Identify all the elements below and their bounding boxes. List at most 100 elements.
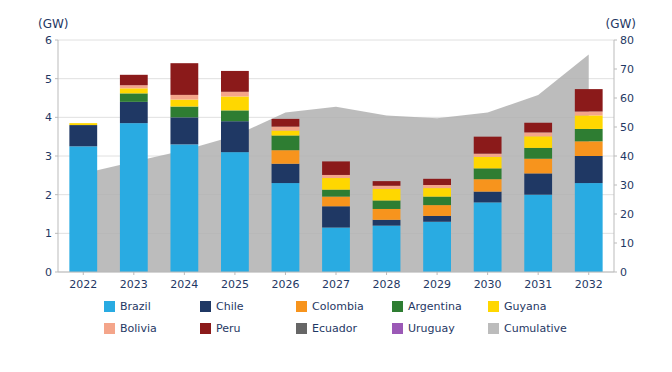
bar-segment xyxy=(69,123,97,124)
y-tick-label: 1 xyxy=(45,227,52,240)
x-tick xyxy=(184,272,185,275)
bar-segment xyxy=(322,161,350,162)
bar-segment xyxy=(272,183,300,272)
y2-tick xyxy=(614,69,617,70)
legend-swatch xyxy=(104,301,115,312)
bar-segment xyxy=(272,118,300,119)
legend-label: Bolivia xyxy=(120,322,157,335)
legend-label: Uruguay xyxy=(408,322,455,335)
legend-swatch xyxy=(488,323,499,334)
legend-swatch xyxy=(488,301,499,312)
y-tick-label: 3 xyxy=(45,150,52,163)
bar-segment xyxy=(373,186,401,189)
x-tick xyxy=(487,272,488,275)
legend-swatch xyxy=(200,323,211,334)
legend-label: Chile xyxy=(216,300,244,313)
bar-segment xyxy=(524,148,552,159)
y2-tick-label: 70 xyxy=(620,63,634,76)
bar-segment xyxy=(322,228,350,272)
x-tick xyxy=(538,272,539,275)
y2-tick xyxy=(614,243,617,244)
bar-segment xyxy=(575,89,603,111)
legend-label: Guyana xyxy=(504,300,546,313)
bar-segment xyxy=(373,181,401,182)
x-tick-label: 2029 xyxy=(423,278,451,291)
x-tick xyxy=(588,272,589,275)
bar-segment xyxy=(170,117,198,144)
x-tick-label: 2032 xyxy=(575,278,603,291)
bar-segment xyxy=(322,190,350,197)
bar-segment xyxy=(170,63,198,95)
x-tick xyxy=(234,272,235,275)
legend-label: Ecuador xyxy=(312,322,357,335)
bar-segment xyxy=(474,168,502,179)
y-axis-label: (GW) xyxy=(38,17,69,31)
bar-segment xyxy=(423,205,451,216)
legend-label: Colombia xyxy=(312,300,364,313)
y2-tick-label: 60 xyxy=(620,92,634,105)
bar-segment xyxy=(272,150,300,164)
bar-segment xyxy=(272,136,300,151)
x-tick-label: 2026 xyxy=(271,278,299,291)
bar-segment xyxy=(524,123,552,133)
bar-segment xyxy=(170,63,198,64)
x-tick-label: 2022 xyxy=(69,278,97,291)
bar-segment xyxy=(474,136,502,137)
y2-tick xyxy=(614,127,617,128)
bar-segment xyxy=(69,123,97,124)
y-tick-label: 4 xyxy=(45,111,52,124)
bar-segment xyxy=(221,71,249,92)
bar-segment xyxy=(423,222,451,272)
legend-label: Peru xyxy=(216,322,241,335)
legend-label: Brazil xyxy=(120,300,151,313)
y2-tick-label: 20 xyxy=(620,208,634,221)
bar-segment xyxy=(170,63,198,64)
bar-segment xyxy=(69,123,97,124)
y-tick-label: 6 xyxy=(45,34,52,47)
bar-segment xyxy=(322,175,350,178)
y-tick xyxy=(55,194,58,195)
bar-segment xyxy=(423,179,451,185)
y-tick xyxy=(55,40,58,41)
x-tick-label: 2031 xyxy=(524,278,552,291)
y2-tick xyxy=(614,156,617,157)
legend-label: Cumulative xyxy=(504,322,567,335)
y2-axis-label: (GW) xyxy=(605,17,636,31)
legend-swatch xyxy=(200,301,211,312)
bar-segment xyxy=(221,70,249,71)
x-tick-label: 2028 xyxy=(373,278,401,291)
chart: 0123456010203040506070802022202320242025… xyxy=(0,0,672,372)
bar-segment xyxy=(423,188,451,197)
bar-segment xyxy=(322,161,350,175)
bar-segment xyxy=(575,89,603,90)
x-tick-label: 2030 xyxy=(474,278,502,291)
bar-segment xyxy=(524,132,552,136)
bar-segment xyxy=(120,123,148,272)
x-tick xyxy=(133,272,134,275)
x-tick-label: 2023 xyxy=(120,278,148,291)
bar-segment xyxy=(524,173,552,194)
bar-segment xyxy=(575,115,603,129)
bar-segment xyxy=(272,118,300,119)
y2-tick-label: 50 xyxy=(620,121,634,134)
bar-segment xyxy=(322,206,350,227)
x-tick-label: 2027 xyxy=(322,278,350,291)
bar-segment xyxy=(373,200,401,209)
y-tick-label: 5 xyxy=(45,73,52,86)
plot-area xyxy=(69,55,602,273)
y2-tick xyxy=(614,272,617,273)
bar-segment xyxy=(170,95,198,100)
bar-segment xyxy=(322,178,350,190)
y2-tick xyxy=(614,214,617,215)
bar-segment xyxy=(272,130,300,135)
bar-segment xyxy=(221,110,249,121)
bar-segment xyxy=(373,226,401,272)
bar-segment xyxy=(575,112,603,116)
y2-tick xyxy=(614,98,617,99)
bar-segment xyxy=(170,144,198,272)
x-tick-label: 2024 xyxy=(170,278,198,291)
y-tick xyxy=(55,156,58,157)
bar-segment xyxy=(373,220,401,226)
bar-segment xyxy=(423,197,451,206)
cumulative-area xyxy=(83,55,588,273)
